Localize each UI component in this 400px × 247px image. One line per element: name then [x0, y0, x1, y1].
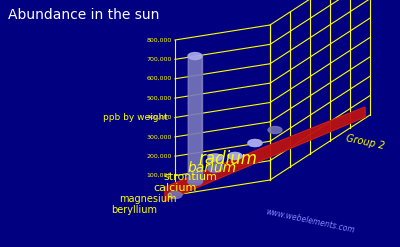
Ellipse shape: [208, 165, 222, 172]
Ellipse shape: [268, 126, 282, 133]
Text: strontium: strontium: [163, 172, 217, 182]
Text: 0: 0: [168, 192, 172, 198]
Ellipse shape: [188, 53, 202, 60]
Text: 500,000: 500,000: [147, 96, 172, 101]
Text: calcium: calcium: [154, 183, 197, 193]
Text: barium: barium: [188, 161, 237, 175]
Ellipse shape: [248, 140, 262, 146]
Ellipse shape: [248, 140, 262, 146]
Text: radium: radium: [198, 150, 257, 168]
Ellipse shape: [228, 152, 242, 160]
Text: www.webelements.com: www.webelements.com: [265, 207, 355, 235]
Text: 100,000: 100,000: [147, 173, 172, 178]
Text: 700,000: 700,000: [147, 57, 172, 62]
Ellipse shape: [228, 152, 242, 160]
Text: magnesium: magnesium: [120, 194, 177, 204]
Text: ppb by weight: ppb by weight: [102, 113, 168, 122]
Text: 300,000: 300,000: [147, 134, 172, 139]
Polygon shape: [165, 107, 365, 201]
Ellipse shape: [188, 179, 202, 185]
Ellipse shape: [208, 154, 222, 161]
Ellipse shape: [168, 191, 182, 199]
Text: 200,000: 200,000: [147, 154, 172, 159]
Text: Group 2: Group 2: [345, 133, 385, 151]
Text: 600,000: 600,000: [147, 76, 172, 81]
Text: beryllium: beryllium: [111, 205, 157, 215]
Text: 800,000: 800,000: [147, 38, 172, 42]
Text: Abundance in the sun: Abundance in the sun: [8, 8, 159, 22]
Text: 400,000: 400,000: [147, 115, 172, 120]
Polygon shape: [188, 56, 202, 182]
Polygon shape: [208, 157, 222, 169]
